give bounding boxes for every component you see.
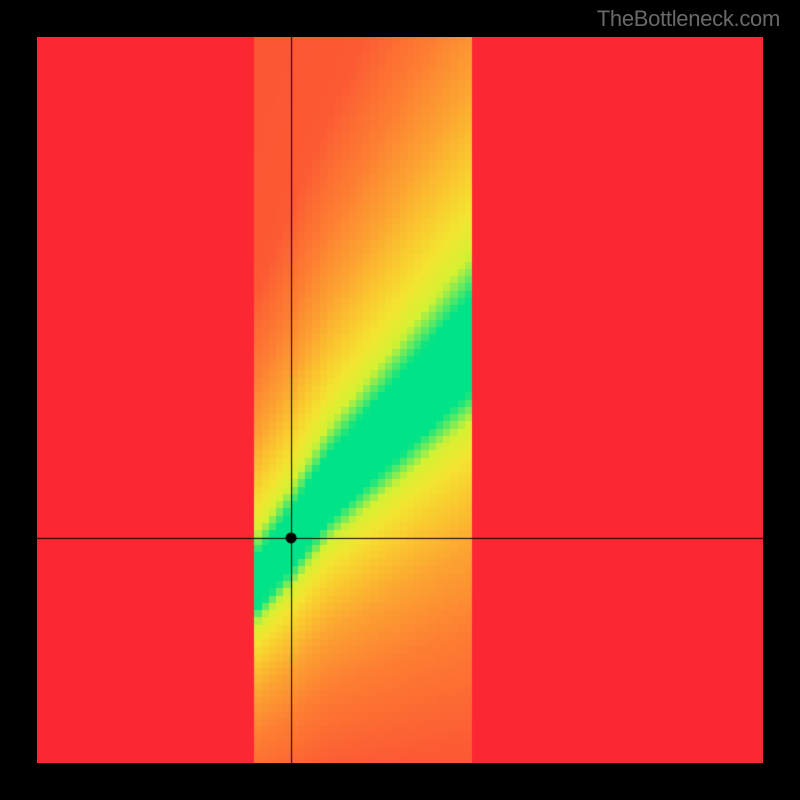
figure-outer: TheBottleneck.com [0,0,800,800]
bottleneck-heatmap [37,37,763,763]
watermark-text: TheBottleneck.com [597,6,780,32]
